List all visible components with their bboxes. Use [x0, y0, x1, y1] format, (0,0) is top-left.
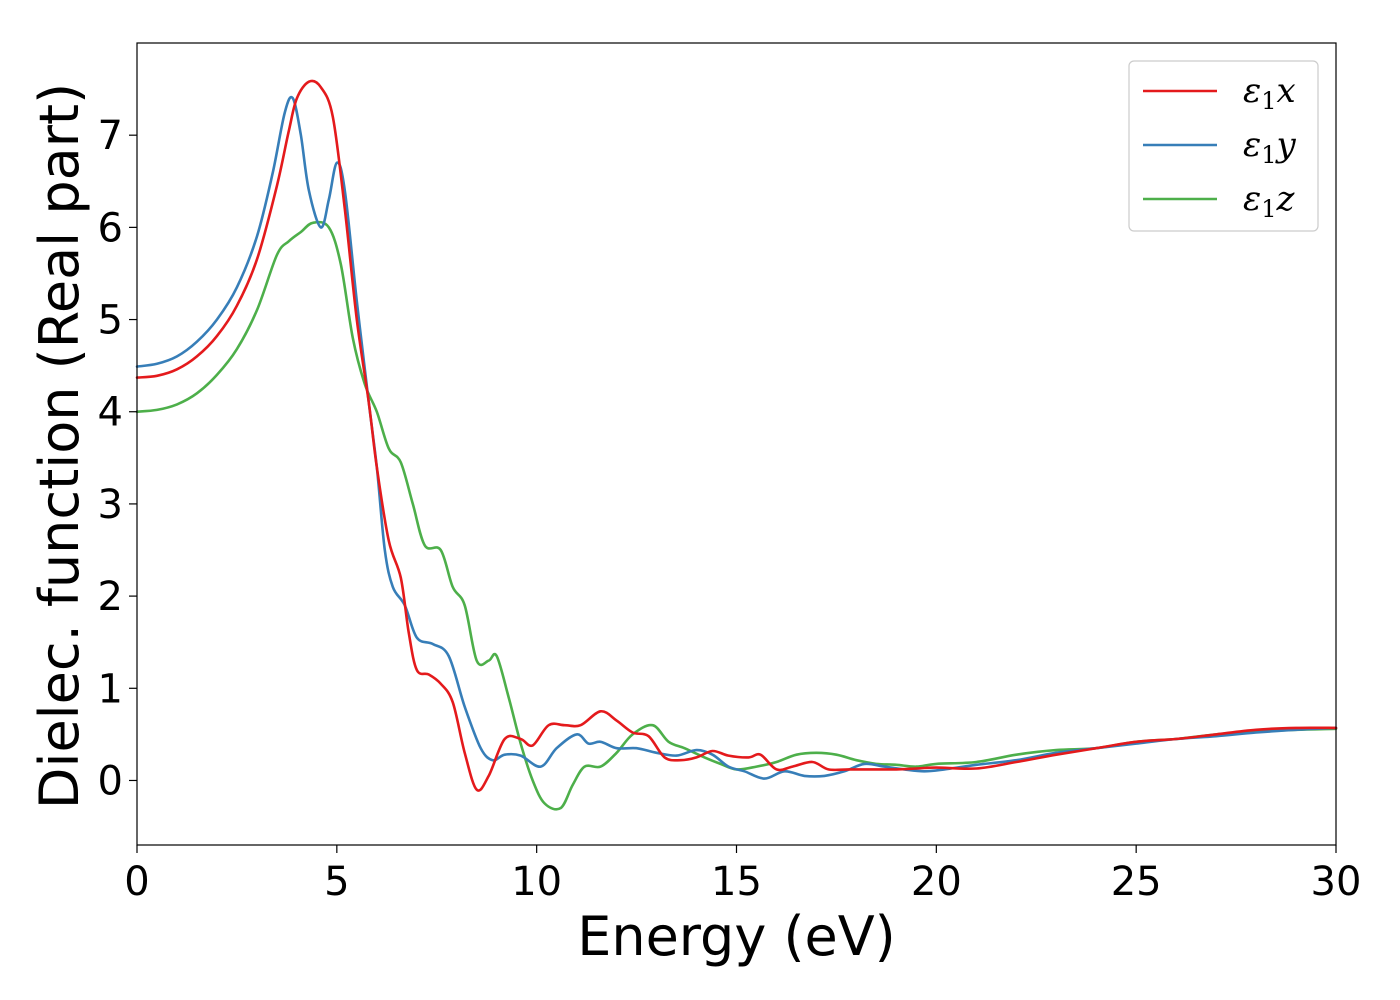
legend-label-base: ε — [1243, 71, 1261, 111]
x-tick-label: 0 — [124, 859, 149, 905]
series-line-x — [135, 79, 1338, 792]
x-tick-label: 20 — [911, 859, 962, 905]
x-tick-label: 15 — [711, 859, 762, 905]
y-tick-label: 4 — [98, 390, 123, 436]
y-tick-label: 2 — [98, 574, 123, 620]
series-line-y — [135, 95, 1338, 780]
legend-entry-x: ε1x — [1143, 71, 1296, 115]
x-tick-label: 5 — [324, 859, 349, 905]
y-tick-label: 1 — [98, 666, 123, 712]
x-tick-label: 10 — [511, 859, 562, 905]
legend-label-variable: x — [1277, 71, 1296, 111]
x-tick-label: 25 — [1111, 859, 1162, 905]
legend-entry-y: ε1y — [1143, 125, 1297, 169]
legend-label-variable: z — [1276, 179, 1296, 219]
y-tick-label: 7 — [98, 113, 123, 159]
legend-label-subscript: 1 — [1261, 195, 1276, 223]
y-axis: 0 1 2 3 4 5 6 7 — [98, 113, 137, 804]
y-tick-label: 0 — [98, 758, 123, 804]
y-tick-label: 3 — [98, 482, 123, 528]
y-axis-label: Dielec. function (Real part) — [28, 83, 91, 809]
legend-label: ε1y — [1243, 125, 1297, 169]
legend-entry-z: ε1z — [1143, 179, 1296, 223]
legend-box — [1128, 60, 1319, 232]
x-tick-label: 30 — [1311, 859, 1362, 905]
legend-label-variable: y — [1275, 125, 1297, 165]
legend-label-subscript: 1 — [1261, 141, 1276, 169]
legend-label: ε1z — [1243, 179, 1296, 223]
legend-label-base: ε — [1243, 125, 1261, 165]
x-axis-label: Energy (eV) — [577, 905, 896, 968]
legend-label-subscript: 1 — [1261, 87, 1276, 115]
y-tick-label: 5 — [98, 298, 123, 344]
series-line-z — [135, 220, 1338, 811]
plot-lines — [135, 79, 1338, 811]
legend-label: ε1x — [1243, 71, 1296, 115]
x-axis: 0 5 10 15 20 25 30 — [124, 845, 1361, 905]
y-tick-label: 6 — [98, 205, 123, 251]
legend-label-base: ε — [1243, 179, 1261, 219]
